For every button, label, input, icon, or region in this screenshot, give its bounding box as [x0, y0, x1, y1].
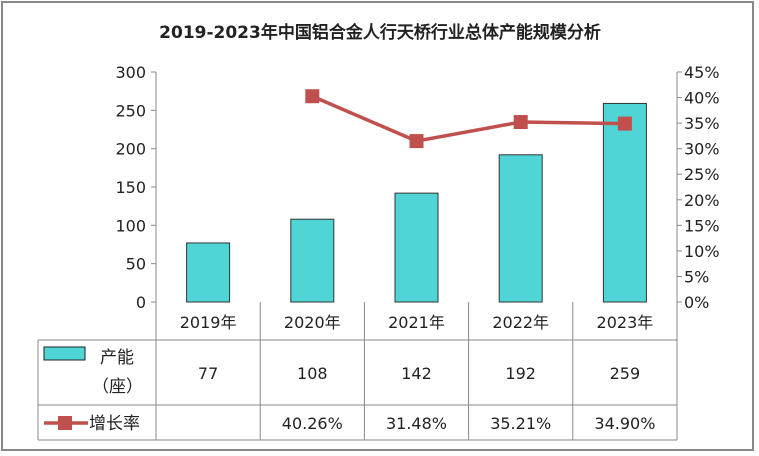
bar-data-label: 142	[401, 364, 432, 383]
growth-line	[311, 94, 625, 143]
right-tick-label: 40%	[684, 89, 720, 108]
left-tick-label: 250	[115, 101, 146, 120]
category-label: 2020年	[284, 313, 341, 332]
right-tick-label: 45%	[684, 63, 720, 82]
legend-line-name: 增长率	[89, 414, 140, 434]
bar	[290, 218, 335, 303]
legend-bar-key	[43, 346, 86, 361]
category-label: 2022年	[492, 313, 549, 332]
growth-data-label: 31.48%	[386, 414, 447, 433]
growth-data-label: 35.21%	[490, 414, 551, 433]
left-tick-label: 200	[115, 140, 146, 159]
growth-marker	[305, 89, 320, 104]
bar	[498, 154, 543, 303]
category-label: 2021年	[388, 313, 445, 332]
category-label: 2023年	[597, 313, 654, 332]
bar	[394, 192, 439, 303]
growth-data-label: 34.90%	[594, 414, 655, 433]
growth-marker	[513, 115, 528, 130]
right-tick-label: 0%	[684, 293, 709, 312]
left-tick-label: 150	[115, 178, 146, 197]
bar-data-label: 77	[198, 364, 218, 383]
left-tick-label: 300	[115, 63, 146, 82]
right-tick-label: 15%	[684, 216, 720, 235]
right-tick-label: 25%	[684, 165, 720, 184]
right-tick-label: 30%	[684, 140, 720, 159]
legend-bar-name: 产能	[100, 348, 134, 368]
bar-data-label: 108	[297, 364, 328, 383]
category-label: 2019年	[180, 313, 237, 332]
chart-border	[1, 1, 754, 451]
left-tick-label: 50	[126, 255, 146, 274]
right-tick-label: 20%	[684, 191, 720, 210]
left-tick-label: 100	[115, 216, 146, 235]
bar	[186, 242, 231, 303]
right-tick-label: 10%	[684, 242, 720, 261]
growth-data-label: 40.26%	[282, 414, 343, 433]
legend-line-marker	[58, 416, 72, 430]
right-tick-label: 5%	[684, 267, 709, 286]
bar-data-label: 192	[505, 364, 536, 383]
bar-data-label: 259	[610, 364, 641, 383]
growth-marker	[617, 116, 632, 131]
chart-title: 2019-2023年中国铝合金人行天桥行业总体产能规模分析	[159, 22, 601, 43]
growth-marker	[409, 134, 424, 149]
left-tick-label: 0	[136, 293, 146, 312]
right-tick-label: 35%	[684, 114, 720, 133]
bar	[602, 102, 647, 303]
legend-bar-unit: （座）	[92, 377, 143, 397]
